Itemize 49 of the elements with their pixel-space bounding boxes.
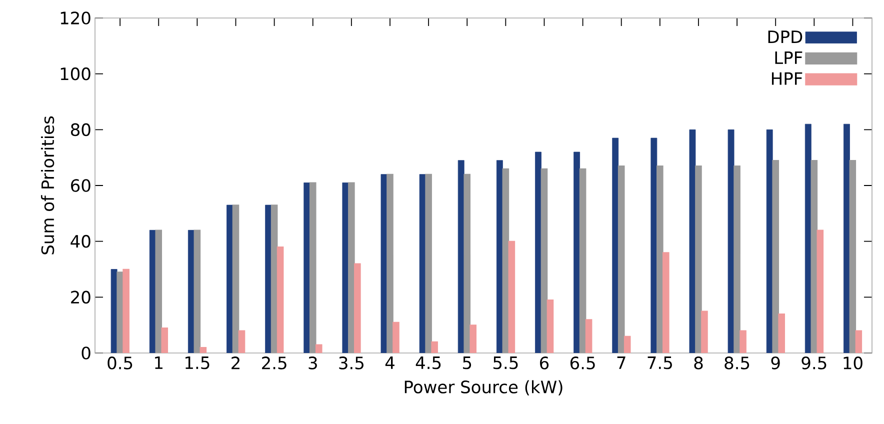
y-tick-label: 0 [82, 346, 90, 360]
x-tick-label: 7 [617, 356, 626, 369]
bar [265, 204, 272, 354]
bar [380, 174, 388, 354]
y-tick-label: 100 [60, 67, 90, 80]
x-axis-title: Power Source (kW) [404, 380, 562, 396]
x-tick-label: 7.5 [648, 356, 672, 370]
bar [419, 174, 426, 354]
legend-label: LPF [775, 51, 802, 64]
bar [304, 182, 310, 354]
x-tick-label: 3.5 [339, 356, 364, 370]
y-tick-label: 20 [71, 290, 90, 304]
y-axis-title: Sum of Priorities [40, 116, 54, 254]
bar [535, 152, 542, 354]
legend-label: HPF [772, 72, 802, 85]
bar [612, 138, 619, 354]
x-tick-label: 9 [771, 356, 780, 370]
bar [844, 124, 850, 354]
x-tick-label: 2 [232, 356, 240, 370]
y-tick-label: 80 [70, 123, 90, 136]
bar [804, 124, 812, 354]
bar [650, 138, 658, 354]
legend-label: DPD [768, 30, 802, 43]
bar [728, 129, 734, 354]
bar [496, 160, 503, 354]
x-tick-label: 10 [844, 356, 862, 370]
bar [188, 230, 194, 354]
x-tick-label: 5 [463, 356, 472, 370]
bar [689, 129, 696, 354]
y-tick-label: 60 [71, 179, 90, 192]
x-tick-label: 2.5 [262, 356, 286, 370]
bar [342, 182, 349, 354]
x-tick-label: 1 [155, 356, 162, 369]
x-tick-label: 8.5 [724, 356, 750, 370]
bar [110, 269, 118, 354]
bar [226, 204, 233, 354]
bar [574, 152, 580, 354]
x-tick-label: 8 [694, 356, 703, 370]
y-tick-label: 40 [70, 234, 90, 248]
x-tick-label: 6 [540, 356, 549, 370]
y-tick-label: 120 [60, 12, 90, 24]
x-tick-label: 4 [385, 356, 394, 369]
x-tick-label: 6.5 [570, 356, 595, 370]
x-tick-label: 4.5 [416, 356, 441, 370]
x-tick-label: 1.5 [186, 356, 210, 370]
x-tick-label: 3 [308, 356, 317, 370]
x-tick-label: 9.5 [802, 356, 826, 370]
x-tick-label: 0.5 [108, 356, 132, 370]
x-tick-label: 5.5 [493, 356, 518, 370]
